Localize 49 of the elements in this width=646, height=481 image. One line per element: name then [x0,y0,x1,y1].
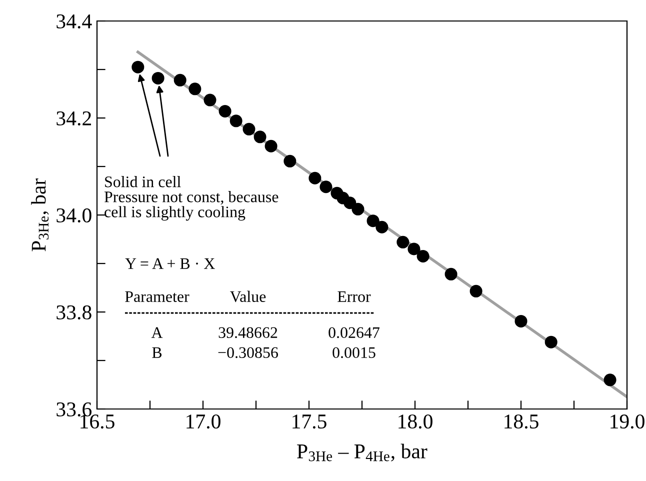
point [376,220,388,234]
point [174,74,186,86]
point [408,242,420,256]
point [308,172,322,184]
point [264,140,278,152]
y-tick-label: 34.0 [56,208,92,223]
y-tick-label: 34.2 [56,111,91,126]
point [204,94,216,106]
x-tick-label: 16.5 [80,414,114,429]
point [284,154,296,168]
annotation: Parameter [125,291,190,302]
point [604,374,616,386]
annotation: 39.48662 [218,327,278,338]
x-tick-label: 17.5 [292,414,326,429]
annotation: A [151,327,163,338]
point [396,236,410,248]
y-tick-label: 34.4 [56,14,92,29]
point [218,104,232,118]
annotation: Error [338,291,371,302]
point [352,202,364,216]
point [416,250,430,262]
annotation: Solid in cell Pressure not const, because cell is slightly cooling [104,176,278,221]
point [444,268,458,280]
annotation: Y = A + B · X [125,258,215,269]
point [366,214,380,228]
point [254,130,266,144]
y-tick-label: 33.8 [56,305,92,320]
point [344,196,356,210]
x-tick-label: 17.0 [186,414,220,429]
x-tick-label: 19.0 [610,414,644,429]
point [242,122,256,136]
annotation: B [152,347,162,358]
y-tick-label: 33.6 [56,402,92,417]
x-tick-label: 18.0 [398,414,432,429]
annotation: 0.0015 [332,347,376,358]
x-tick-label: 18.5 [504,414,538,429]
annotation: −0.30856 [218,347,278,358]
point [188,82,202,96]
annotation: 0.02647 [328,327,380,338]
point [320,180,332,194]
y-axis-title: P$_{3He}$, bar [31,178,49,252]
x-axis-title: P$_{3He}$ – P$_{4He}$, bar [297,444,428,462]
point [514,314,528,328]
point [470,284,482,298]
annotation: Value [230,290,266,302]
point [152,72,164,84]
point [132,60,144,74]
point [544,336,558,348]
point [230,114,242,128]
